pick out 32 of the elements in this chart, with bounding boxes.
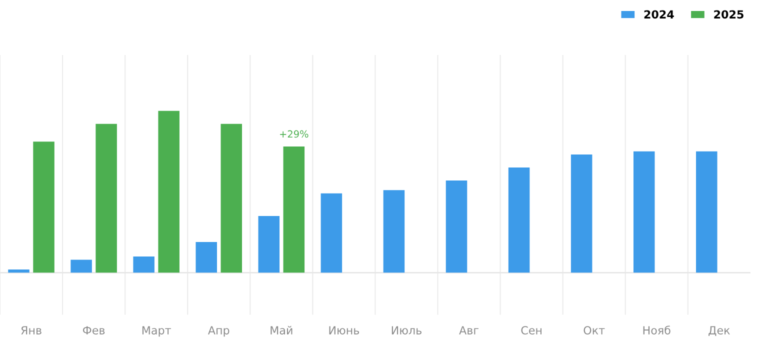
x-tick-label: Авг — [459, 326, 478, 334]
bar — [320, 193, 342, 273]
legend-label: 2025 — [714, 10, 744, 19]
bar — [158, 110, 180, 273]
x-tick-label: Нояб — [643, 326, 670, 334]
x-tick-label: Июль — [392, 326, 422, 334]
bar — [133, 256, 154, 273]
x-tick-label: Сен — [521, 326, 542, 334]
bar — [446, 180, 468, 273]
annotation: +29% — [280, 130, 308, 138]
bar — [70, 260, 92, 273]
bar — [633, 151, 655, 273]
x-tick-label: Май — [270, 326, 292, 334]
bar — [258, 216, 280, 273]
x-tick-label: Янв — [21, 326, 42, 334]
bar — [383, 190, 405, 273]
x-tick-label: Апр — [208, 326, 230, 337]
bar — [220, 124, 242, 273]
legend-label: 2024 — [644, 10, 674, 19]
bar — [33, 142, 54, 273]
bar — [696, 151, 718, 273]
x-tick-label: Дек — [708, 326, 730, 336]
bar — [508, 168, 530, 273]
bar — [283, 146, 305, 273]
x-tick-label: Июнь — [329, 326, 360, 334]
x-tick-label: Окт — [584, 326, 605, 334]
bar — [196, 242, 217, 273]
x-tick-label: Фев — [82, 326, 105, 334]
bar — [8, 269, 30, 273]
bar — [96, 124, 117, 273]
x-tick-label: Март — [142, 326, 171, 337]
bar — [570, 154, 592, 273]
